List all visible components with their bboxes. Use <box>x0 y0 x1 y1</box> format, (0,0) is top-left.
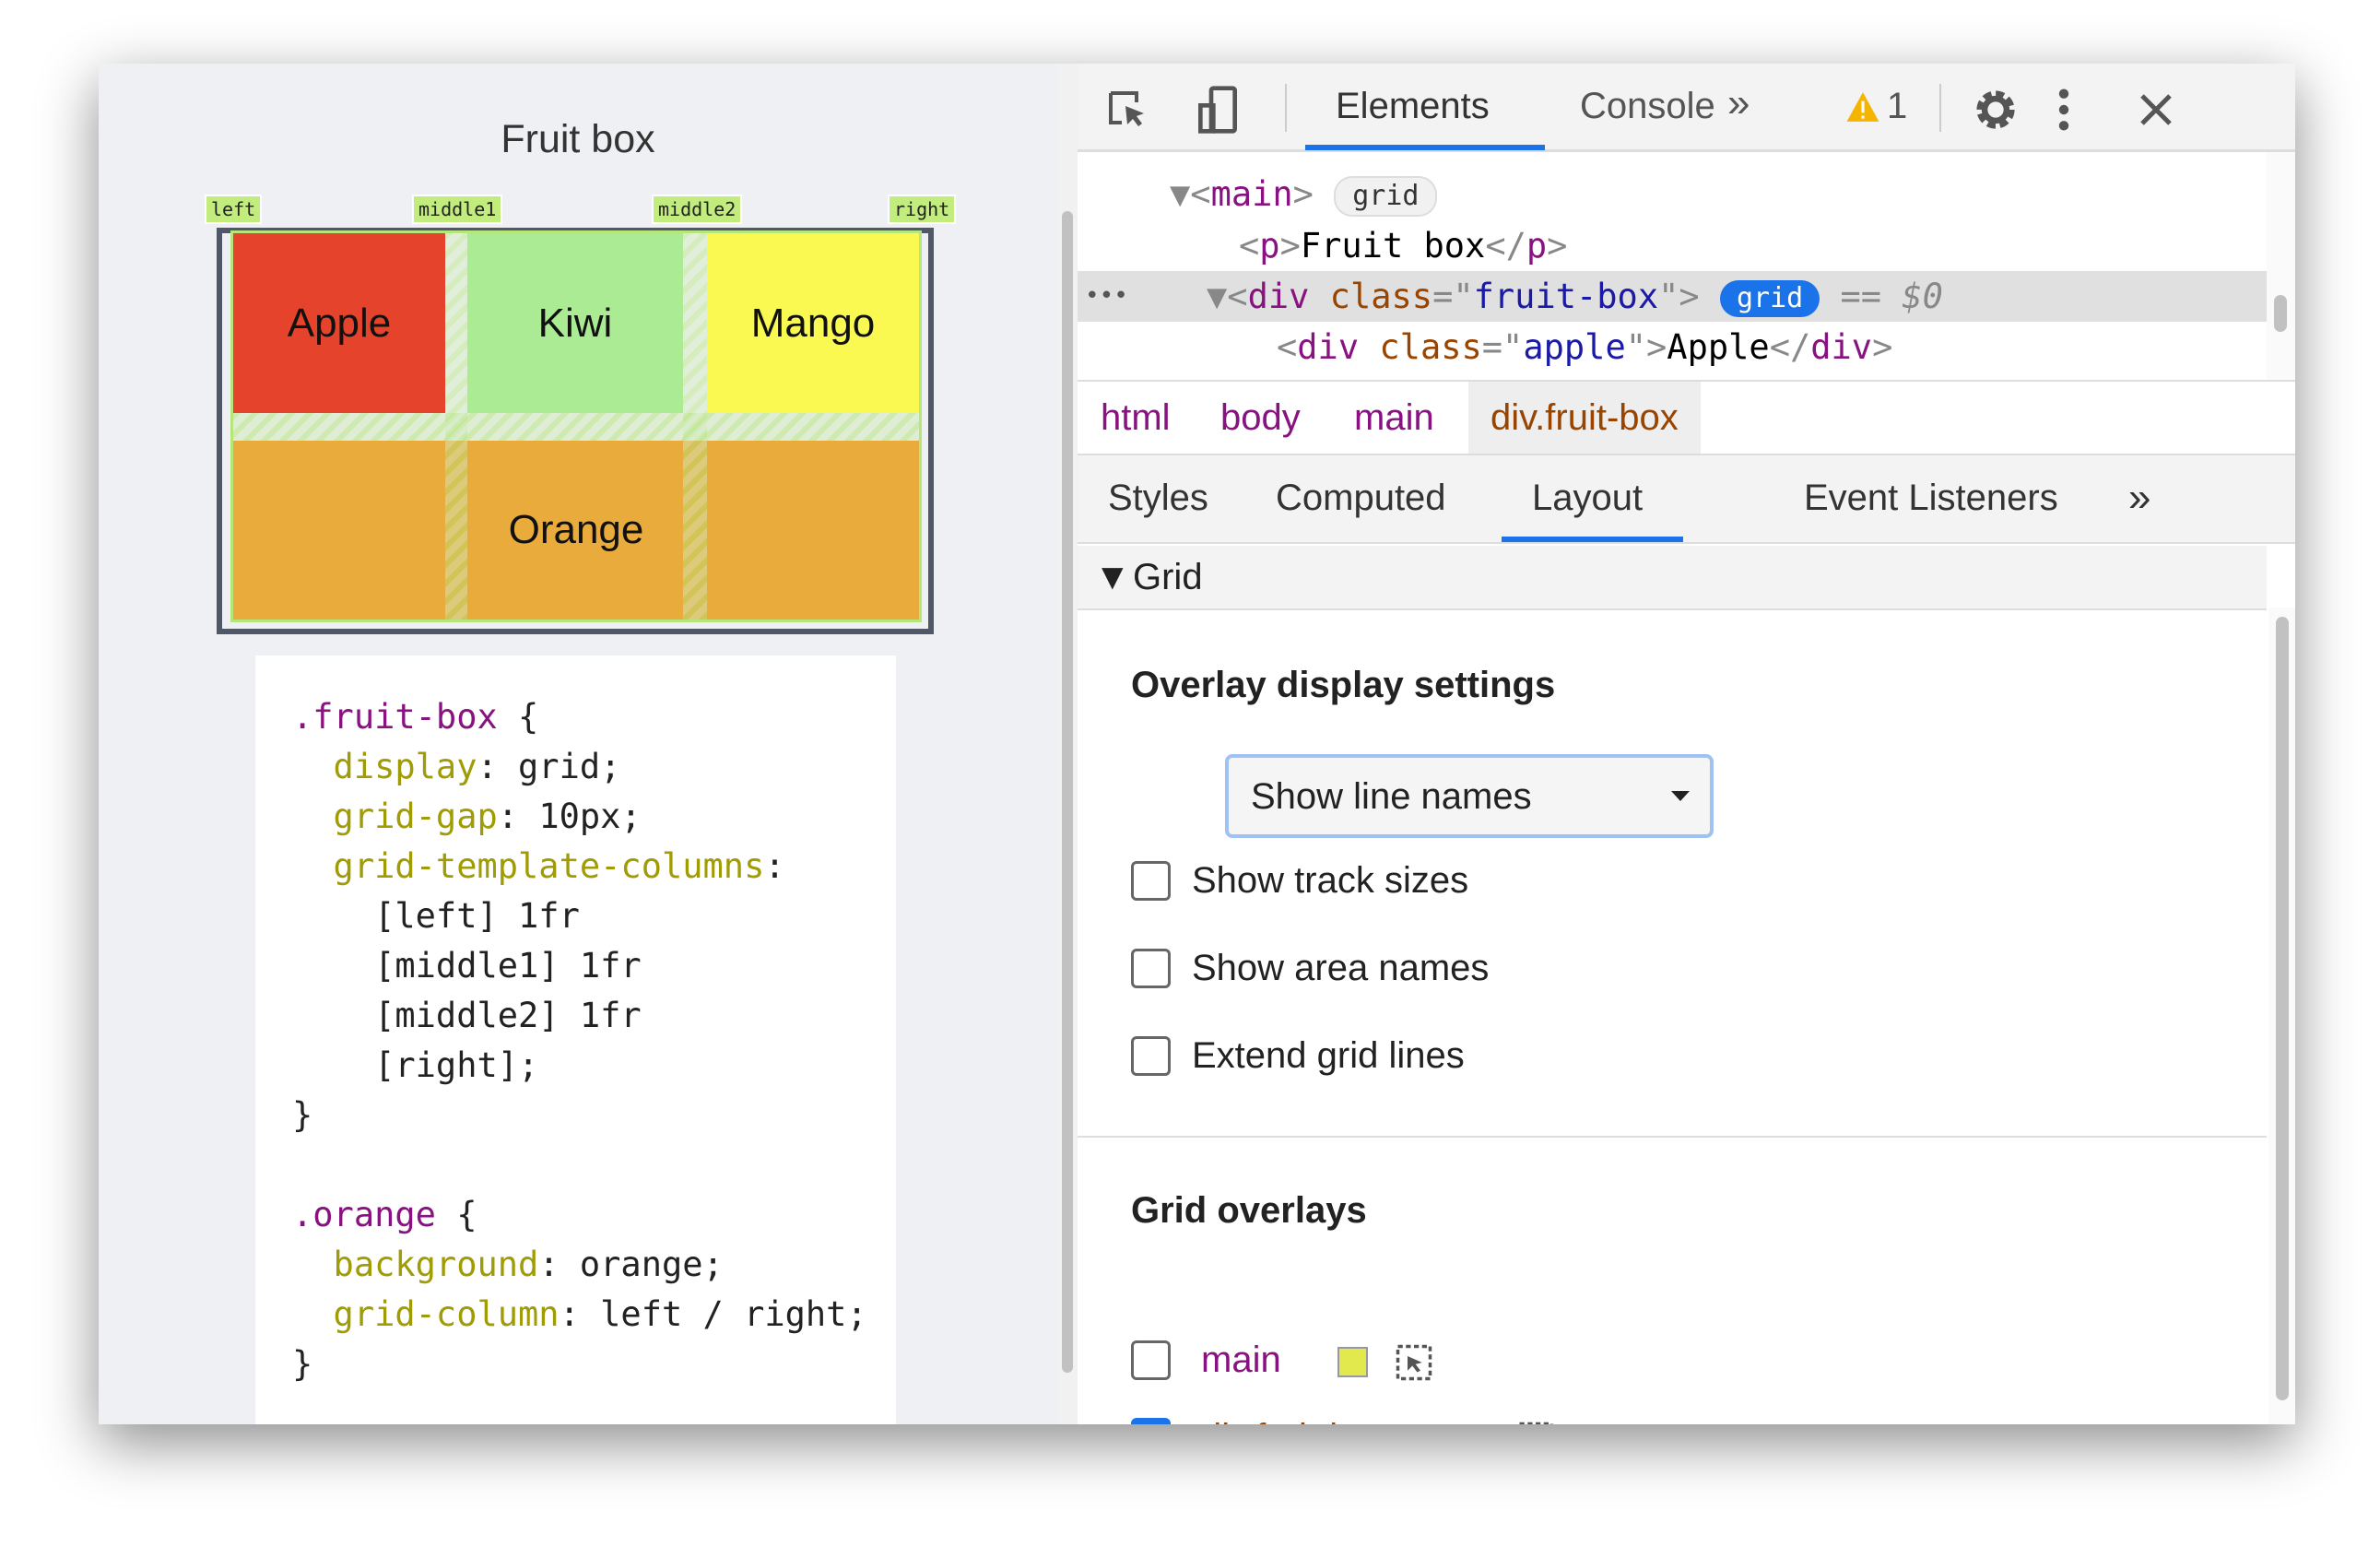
breadcrumb-div-fruit-box[interactable]: div.fruit-box <box>1468 382 1701 454</box>
checkbox-row[interactable]: Show track sizes <box>1131 858 1684 904</box>
line-label-right: right <box>888 195 957 224</box>
dom-node-p[interactable]: <p>Fruit box</p> <box>1239 226 1568 266</box>
code-line: } <box>292 1095 313 1135</box>
checkbox-label: Show area names <box>1192 948 1490 988</box>
code-line: .fruit-box { <box>292 697 539 737</box>
section-title: Grid <box>1133 557 1203 597</box>
overlay-settings-heading: Overlay display settings <box>1131 665 1556 705</box>
code-line: grid-column: left / right; <box>292 1294 867 1334</box>
tab-computed[interactable]: Computed <box>1276 478 1446 518</box>
tab-styles[interactable]: Styles <box>1108 478 1208 518</box>
overlay-label: div.fruit-box <box>1201 1417 1389 1424</box>
row-gap <box>233 413 919 441</box>
checkbox[interactable] <box>1131 1340 1171 1380</box>
highlight-element-icon[interactable] <box>1516 1421 1555 1424</box>
code-line: grid-gap: 10px; <box>292 797 642 836</box>
devtools-panel: Elements Console » 1 ▼<main> grid <p>Fru… <box>1078 64 2295 1424</box>
code-line: [left] 1fr <box>292 896 580 936</box>
checkbox-checked[interactable] <box>1131 1418 1171 1424</box>
overlay-color-swatch[interactable] <box>1337 1347 1368 1377</box>
dom-ellipsis-icon[interactable]: ••• <box>1085 282 1128 310</box>
code-line <box>292 1140 896 1190</box>
breadcrumb-html[interactable]: html <box>1101 397 1171 438</box>
page-title: Fruit box <box>501 117 655 161</box>
checkmark-icon <box>1134 1421 1168 1424</box>
css-code-block: .fruit-box { display: grid; grid-gap: 10… <box>255 655 896 1424</box>
cell-apple: Apple <box>233 233 445 413</box>
line-label-middle1: middle1 <box>412 195 503 224</box>
settings-gear-icon[interactable] <box>1972 86 2020 134</box>
chevron-down-icon <box>1671 791 1690 810</box>
warning-icon[interactable] <box>1845 89 1880 124</box>
code-line: grid-template-columns: <box>292 846 785 886</box>
cell-mango: Mango <box>707 233 919 413</box>
tab-elements[interactable]: Elements <box>1336 86 1490 126</box>
checkbox[interactable] <box>1131 949 1171 988</box>
code-line: [middle2] 1fr <box>292 996 642 1035</box>
dom-node-apple[interactable]: <div class="apple">Apple</div> <box>1277 327 1893 367</box>
grid-overlays-heading: Grid overlays <box>1131 1190 1367 1231</box>
code-line: [middle1] 1fr <box>292 946 642 986</box>
cell-kiwi: Kiwi <box>467 233 683 413</box>
more-options-icon[interactable] <box>2055 86 2073 134</box>
tab-event-listeners[interactable]: Event Listeners <box>1804 478 2058 518</box>
collapse-triangle-icon: ▼ <box>1094 557 1131 597</box>
dom-node-main[interactable]: ▼<main> grid <box>1078 169 2267 219</box>
more-tabs-icon[interactable]: » <box>1727 80 1750 125</box>
devtools-toolbar: Elements Console » 1 <box>1078 64 2295 152</box>
tab-layout[interactable]: Layout <box>1532 478 1644 518</box>
highlight-element-icon[interactable] <box>1395 1343 1433 1382</box>
page-scrollbar[interactable] <box>1057 64 1078 1424</box>
overlay-label: main <box>1201 1340 1281 1380</box>
line-names-select[interactable]: Show line names <box>1225 754 1714 838</box>
close-icon[interactable] <box>2138 91 2174 128</box>
page-viewport: Fruit box Apple Kiwi Mango Orange left m… <box>99 64 1057 1424</box>
column-gap <box>445 233 467 620</box>
device-toolbar-icon[interactable] <box>1192 84 1243 136</box>
checkbox-label: Extend grid lines <box>1192 1035 1465 1076</box>
code-line: display: grid; <box>292 747 621 786</box>
grid-section-header[interactable]: ▼ Grid <box>1078 546 2267 610</box>
grid-overlay-row: main <box>1131 1338 1684 1384</box>
sidebar-tabs: Styles Computed Layout Event Listeners » <box>1078 455 2295 544</box>
grid-badge-fruit-box[interactable]: grid <box>1719 279 1820 317</box>
code-line: .orange { <box>292 1195 477 1234</box>
grid-overlay-row: div.fruit-box <box>1131 1415 1684 1424</box>
cell-orange: Orange <box>233 441 919 620</box>
select-value: Show line names <box>1251 776 1532 817</box>
window: Fruit box Apple Kiwi Mango Orange left m… <box>99 64 2295 1424</box>
checkbox[interactable] <box>1131 861 1171 901</box>
checkbox-row[interactable]: Show area names <box>1131 946 1684 992</box>
dom-node-fruit-box-selected[interactable]: ••• ▼<div class="fruit-box"> grid == $0 <box>1078 271 2267 322</box>
grid-badge-main[interactable]: grid <box>1334 175 1438 217</box>
more-subtabs-icon[interactable]: » <box>2128 475 2151 520</box>
tab-console[interactable]: Console <box>1580 86 1715 126</box>
breadcrumb-body[interactable]: body <box>1220 397 1301 438</box>
column-gap <box>683 233 707 620</box>
checkbox-label: Show track sizes <box>1192 860 1469 901</box>
grid-overlay <box>230 230 922 622</box>
checkbox[interactable] <box>1131 1036 1171 1076</box>
warning-count[interactable]: 1 <box>1887 86 1908 126</box>
divider <box>1078 1136 2267 1138</box>
breadcrumb-main[interactable]: main <box>1354 397 1434 438</box>
active-tab-indicator <box>1305 145 1545 150</box>
line-label-middle2: middle2 <box>652 195 743 224</box>
active-subtab-indicator <box>1502 537 1683 542</box>
checkbox-row[interactable]: Extend grid lines <box>1131 1033 1684 1080</box>
code-line: background: orange; <box>292 1245 724 1284</box>
inspect-element-icon[interactable] <box>1105 88 1149 132</box>
code-line: } <box>292 1344 313 1384</box>
code-line: [right]; <box>292 1045 539 1085</box>
line-label-left: left <box>205 195 263 224</box>
breadcrumb: html body main div.fruit-box <box>1078 380 2295 455</box>
